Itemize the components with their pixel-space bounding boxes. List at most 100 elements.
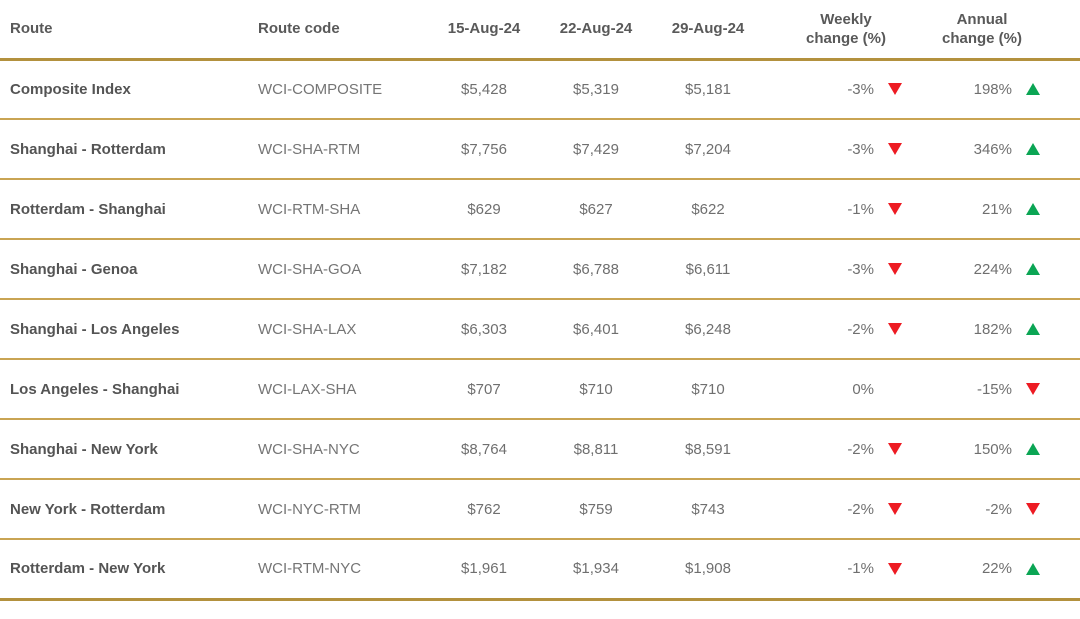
- down-arrow-icon: [1026, 503, 1040, 515]
- annual-change-cell: 346%: [928, 119, 1080, 179]
- price-col-3: $710: [691, 380, 725, 398]
- route-name: Shanghai - New York: [10, 440, 158, 458]
- annual-change-label-line1: Annual: [956, 10, 1008, 28]
- price-col-3: $5,181: [685, 80, 731, 98]
- price-col-3: $6,611: [685, 260, 731, 278]
- weekly-change-value: -2%: [847, 500, 874, 518]
- up-arrow-icon: [1026, 143, 1040, 155]
- table-row: Shanghai - Genoa WCI-SHA-GOA $7,182 $6,788 $…: [0, 239, 1080, 299]
- weekly-change-label-line2: change (%): [805, 29, 886, 47]
- route-name: Composite Index: [10, 80, 131, 98]
- annual-change-value: 22%: [981, 560, 1012, 578]
- price-col-2: $6,401: [573, 320, 619, 338]
- price-col-1: $707: [467, 380, 501, 398]
- down-arrow-icon: [888, 203, 902, 215]
- down-arrow-icon: [888, 263, 902, 275]
- col-header-29-aug-24: 29-Aug-24: [671, 20, 745, 38]
- price-col-2: $6,788: [573, 260, 619, 278]
- annual-change-value: 224%: [973, 260, 1012, 278]
- price-col-3: $6,248: [685, 320, 731, 338]
- up-arrow-icon: [1026, 203, 1040, 215]
- up-arrow-icon: [1026, 323, 1040, 335]
- weekly-change-cell: -1%: [764, 539, 928, 599]
- weekly-change-value: -3%: [847, 260, 874, 278]
- route-code: WCI-NYC-RTM: [258, 500, 362, 518]
- down-arrow-icon: [888, 562, 902, 575]
- up-arrow-icon: [1026, 83, 1040, 96]
- price-col-1: $8,764: [461, 440, 507, 458]
- route-code: WCI-RTM-SHA: [258, 200, 361, 218]
- table-row: Los Angeles - Shanghai WCI-LAX-SHA $707 $71…: [0, 359, 1080, 419]
- table-row: Shanghai - Rotterdam WCI-SHA-RTM $7,756 $7,…: [0, 119, 1080, 179]
- down-arrow-icon: [888, 83, 902, 96]
- price-col-1: $7,182: [461, 260, 507, 278]
- up-arrow-icon: [1026, 443, 1040, 455]
- route-code: WCI-SHA-GOA: [258, 260, 362, 278]
- price-col-2: $1,934: [573, 560, 619, 578]
- price-col-2: $8,811: [573, 440, 619, 458]
- col-header-weekly-change: Weekly change (%): [764, 0, 928, 59]
- annual-change-cell: 198%: [928, 59, 1080, 119]
- annual-change-value: 182%: [973, 320, 1012, 338]
- price-col-1: $762: [467, 500, 501, 518]
- col-header-15-aug-24: 15-Aug-24: [447, 20, 521, 38]
- route-name: Shanghai - Genoa: [10, 260, 138, 278]
- annual-change-cell: -2%: [928, 479, 1080, 539]
- table-row: Rotterdam - New York WCI-RTM-NYC $1,961 $1,…: [0, 539, 1080, 599]
- price-col-3: $8,591: [685, 440, 731, 458]
- weekly-change-cell: 0%: [764, 359, 928, 419]
- table-row: Shanghai - Los Angeles WCI-SHA-LAX $6,303 $…: [0, 299, 1080, 359]
- price-col-1: $5,428: [461, 80, 507, 98]
- price-col-2: $7,429: [573, 140, 619, 158]
- route-name: Shanghai - Rotterdam: [10, 140, 166, 158]
- up-arrow-icon: [1026, 263, 1040, 275]
- table-row: Shanghai - New York WCI-SHA-NYC $8,764 $8,8…: [0, 419, 1080, 479]
- annual-change-value: -2%: [985, 500, 1012, 518]
- weekly-change-value: -2%: [847, 320, 874, 338]
- price-col-2: $759: [579, 500, 613, 518]
- route-name: Rotterdam - Shanghai: [10, 200, 166, 218]
- annual-change-cell: 22%: [928, 539, 1080, 599]
- price-col-2: $627: [579, 200, 613, 218]
- annual-change-value: 21%: [981, 200, 1012, 218]
- route-code: WCI-SHA-LAX: [258, 320, 357, 338]
- route-name: New York - Rotterdam: [10, 500, 166, 518]
- weekly-change-cell: -3%: [764, 59, 928, 119]
- price-col-1: $1,961: [461, 560, 507, 578]
- weekly-change-value: -1%: [847, 560, 874, 578]
- route-code: WCI-SHA-NYC: [258, 440, 360, 458]
- col-header-route-code: Route code: [258, 20, 340, 38]
- table-row: Rotterdam - Shanghai WCI-RTM-SHA $629 $627 $…: [0, 179, 1080, 239]
- weekly-change-cell: -1%: [764, 179, 928, 239]
- price-col-1: $7,756: [461, 140, 507, 158]
- col-header-22-aug-24: 22-Aug-24: [559, 20, 633, 38]
- price-col-3: $7,204: [685, 140, 731, 158]
- route-name: Rotterdam - New York: [10, 560, 166, 578]
- annual-change-value: -15%: [976, 380, 1012, 398]
- weekly-change-value: -3%: [847, 140, 874, 158]
- table-row: Composite Index WCI-COMPOSITE $5,428 $5,319…: [0, 59, 1080, 119]
- price-col-1: $6,303: [461, 320, 507, 338]
- header-row: Route Route code 15-Aug-24 22-Aug-24 29-…: [0, 0, 1080, 59]
- annual-change-cell: 21%: [928, 179, 1080, 239]
- price-col-2: $710: [579, 380, 613, 398]
- table-row: New York - Rotterdam WCI-NYC-RTM $762 $759 $…: [0, 479, 1080, 539]
- wci-rates-table: Route Route code 15-Aug-24 22-Aug-24 29-…: [0, 0, 1080, 599]
- weekly-change-value: -3%: [847, 80, 874, 98]
- down-arrow-icon: [888, 503, 902, 515]
- down-arrow-icon: [888, 323, 902, 335]
- annual-change-cell: -15%: [928, 359, 1080, 419]
- annual-change-cell: 182%: [928, 299, 1080, 359]
- route-code: WCI-RTM-NYC: [258, 560, 362, 578]
- col-header-annual-change: Annual change (%): [928, 0, 1080, 59]
- price-col-3: $622: [691, 200, 725, 218]
- route-code: WCI-LAX-SHA: [258, 380, 357, 398]
- weekly-change-cell: -2%: [764, 479, 928, 539]
- route-code: WCI-COMPOSITE: [258, 80, 383, 98]
- price-col-1: $629: [467, 200, 501, 218]
- annual-change-cell: 224%: [928, 239, 1080, 299]
- price-col-2: $5,319: [573, 80, 619, 98]
- annual-change-value: 198%: [973, 80, 1012, 98]
- weekly-change-label-line1: Weekly: [820, 10, 872, 28]
- weekly-change-value: -1%: [847, 200, 874, 218]
